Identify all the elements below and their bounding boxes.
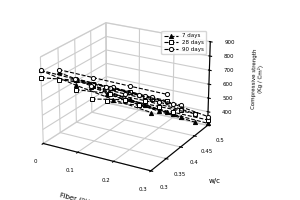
Legend: 7 days, 28 days, 90 days: 7 days, 28 days, 90 days <box>161 31 206 54</box>
X-axis label: Fiber (%): Fiber (%) <box>59 192 91 200</box>
Y-axis label: w/c: w/c <box>208 178 220 184</box>
